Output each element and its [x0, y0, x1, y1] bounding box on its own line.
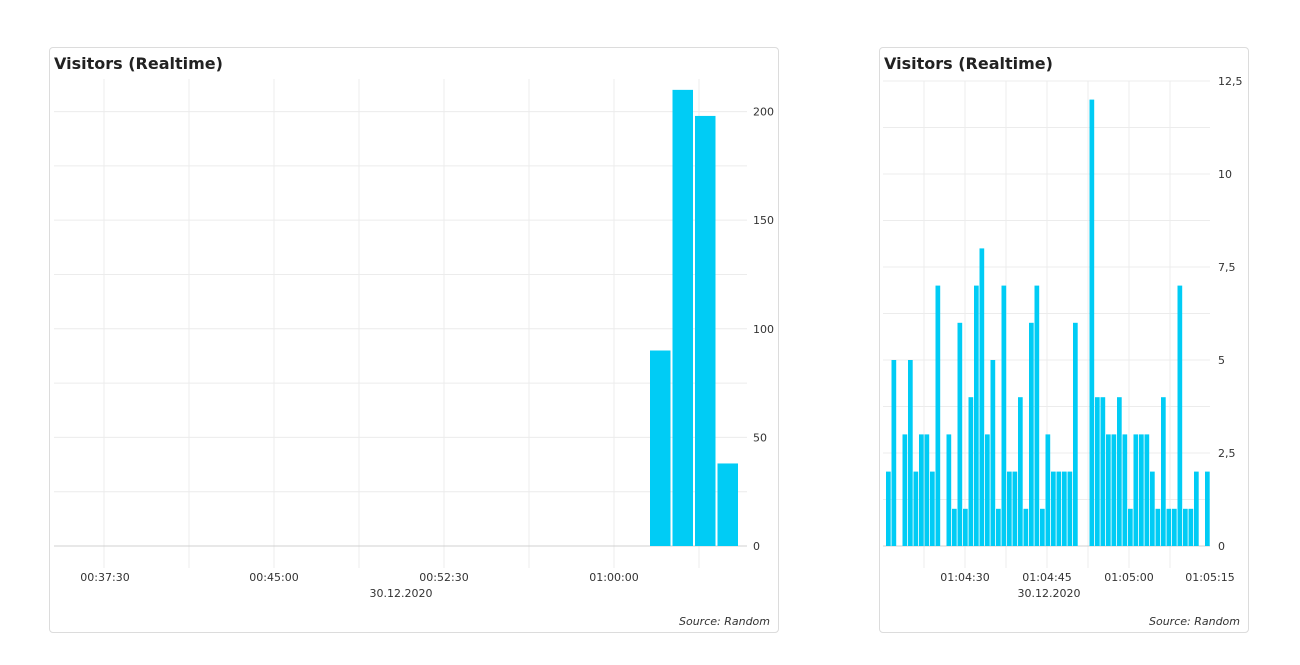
bar	[935, 285, 941, 546]
y-tick-label: 12,5	[1218, 75, 1243, 88]
visitors-chart-card-2: Visitors (Realtime) 0 2,5 5 7,5 10 12,5 01:04:…	[879, 47, 1249, 633]
bar	[1056, 471, 1062, 546]
bar	[1040, 508, 1045, 546]
chart-title: Visitors (Realtime)	[54, 54, 223, 73]
y-tick-label: 2,5	[1218, 447, 1236, 460]
bar	[1144, 434, 1150, 546]
bar	[1111, 434, 1117, 546]
bar	[985, 434, 990, 546]
bar	[924, 434, 930, 546]
bar	[946, 434, 952, 546]
chart-title: Visitors (Realtime)	[884, 54, 1053, 73]
bar	[1188, 508, 1194, 546]
bar	[1183, 508, 1188, 546]
x-tick-label: 00:45:00	[249, 571, 298, 584]
bar	[1117, 397, 1122, 546]
bar	[908, 360, 913, 546]
bar	[1045, 434, 1051, 546]
y-tick-label: 5	[1218, 354, 1225, 367]
bar	[1106, 434, 1111, 546]
bar	[1161, 397, 1166, 546]
x-tick-label: 00:52:30	[419, 571, 468, 584]
y-tick-label: 0	[1218, 540, 1225, 553]
y-tick-label: 50	[753, 431, 767, 444]
bar	[1034, 285, 1040, 546]
bar	[1128, 508, 1133, 546]
bar	[1133, 434, 1139, 546]
bar	[963, 508, 968, 546]
bar	[1007, 471, 1012, 546]
x-date-label: 30.12.2020	[1018, 587, 1081, 600]
bar	[1012, 471, 1018, 546]
bar	[1139, 434, 1144, 546]
chart-source: Source: Random	[1148, 615, 1240, 628]
bar	[1001, 285, 1007, 546]
bar	[695, 115, 716, 546]
x-date-label: 30.12.2020	[370, 587, 433, 600]
y-tick-label: 10	[1218, 168, 1232, 181]
bar	[902, 434, 908, 546]
bar	[1089, 99, 1095, 546]
bar	[1062, 471, 1067, 546]
bar	[1073, 322, 1078, 546]
bar	[1095, 397, 1100, 546]
visitors-chart-card-1: Visitors (Realtime) 0 50 100 150 200 00:37:30…	[49, 47, 779, 633]
x-tick-label: 01:04:45	[1022, 571, 1071, 584]
bar	[996, 508, 1001, 546]
y-tick-label: 7,5	[1218, 261, 1236, 274]
y-tick-label: 150	[753, 214, 774, 227]
bar	[1172, 508, 1177, 546]
bar	[1177, 285, 1183, 546]
bar	[930, 471, 935, 546]
x-tick-label: 01:05:00	[1104, 571, 1153, 584]
bar	[1051, 471, 1056, 546]
chart-source: Source: Random	[678, 615, 770, 628]
bar	[974, 285, 979, 546]
bar	[1166, 508, 1172, 546]
x-tick-label: 01:04:30	[940, 571, 989, 584]
bar	[717, 463, 738, 546]
bar	[1150, 471, 1155, 546]
bar	[1205, 471, 1210, 546]
chart-2-svg: 0 2,5 5 7,5 10 12,5 01:04:30 01:04:45 01:05:00 01…	[883, 75, 1243, 600]
bar	[952, 508, 957, 546]
bar	[891, 360, 897, 546]
bar	[1018, 397, 1023, 546]
x-tick-label: 00:37:30	[80, 571, 129, 584]
y-tick-label: 0	[753, 540, 760, 553]
bar	[913, 471, 919, 546]
bar	[1100, 397, 1106, 546]
bar	[1122, 434, 1128, 546]
bar	[672, 89, 693, 546]
bar	[1155, 508, 1161, 546]
x-tick-label: 01:00:00	[589, 571, 638, 584]
bar	[968, 397, 974, 546]
chart-1-svg: 0 50 100 150 200 00:37:30 00:45:00 00:52:30 01:0…	[54, 79, 774, 600]
bar	[990, 360, 996, 546]
bar	[919, 434, 924, 546]
x-tick-label: 01:05:15	[1185, 571, 1234, 584]
y-tick-label: 200	[753, 106, 774, 119]
bar	[650, 350, 671, 546]
bar	[1023, 508, 1029, 546]
bar	[1029, 322, 1034, 546]
bar	[979, 248, 985, 546]
bar	[1067, 471, 1073, 546]
bar	[886, 471, 891, 546]
bar	[1194, 471, 1199, 546]
bar	[957, 322, 963, 546]
y-tick-label: 100	[753, 323, 774, 336]
